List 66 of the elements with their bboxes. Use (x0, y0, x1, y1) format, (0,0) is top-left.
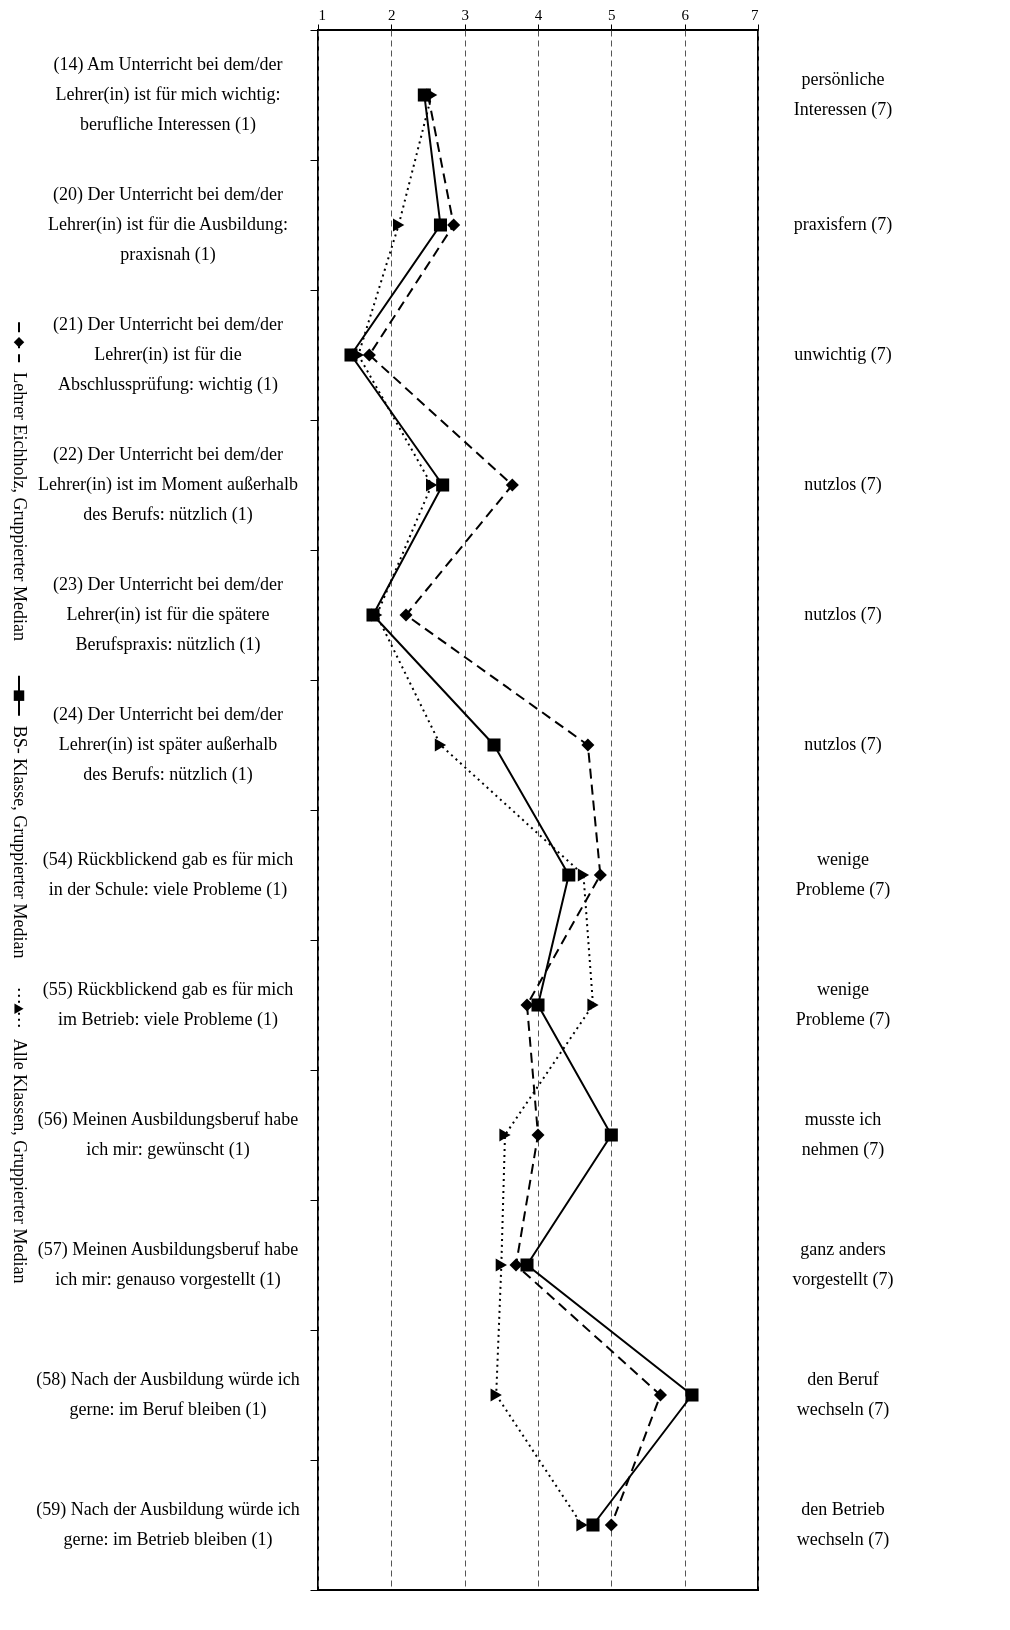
point (362, 348, 376, 362)
y2-tick-label: den Betrieb wechseln (7) (796, 1499, 890, 1550)
y2-tick-label: praxisfern (7) (793, 214, 893, 235)
y2-tick-label: persönliche Interessen (7) (793, 69, 893, 120)
point (487, 738, 501, 752)
y-tick-label: (59) Nach der Ausbildung würde ich gerne: im Betrieb bleiben (1) (36, 1499, 300, 1550)
legend-label: Lehrer Eichholz, Gruppierter Median (10, 372, 30, 642)
point (436, 478, 450, 492)
x-tick-label: 4 (534, 6, 543, 23)
point (505, 478, 519, 492)
legend-label: BS- Klasse, Gruppierter Median (10, 725, 30, 959)
point (581, 738, 595, 752)
y2-tick-label: musste ich nehmen (7) (801, 1109, 885, 1160)
point (520, 1258, 534, 1272)
point (393, 218, 405, 232)
y2-tick-label: wenige Probleme (7) (795, 849, 891, 900)
y-tick-label: (21) Der Unterricht bei dem/der Lehrer(in) ist für die Abschlussprüfung: wichtig (1) (53, 314, 283, 395)
point (434, 738, 447, 752)
point (399, 608, 413, 622)
y-tick-label: (57) Meinen Ausbildungsberuf habe ich mir: genauso vorgestellt (1) (37, 1239, 299, 1290)
point (352, 348, 364, 362)
point (433, 218, 447, 232)
x-tick-label: 2 (388, 6, 396, 23)
y-tick-label: (55) Rückblickend gab es für mich im Betrieb: viele Probleme (1) (42, 979, 294, 1030)
x-tick-label: 3 (461, 6, 469, 23)
y2-tick-label: nutzlos (7) (804, 474, 882, 495)
point (520, 998, 534, 1012)
point (499, 1128, 511, 1142)
y-tick-label: (20) Der Unterricht bei dem/der Lehrer(in) ist für die Ausbildung: praxisnah (1) (48, 184, 288, 265)
legend-label: Alle Klassen, Gruppierter Median (10, 1038, 30, 1284)
point (495, 1258, 507, 1272)
x-tick-label: 6 (681, 6, 690, 23)
point (604, 1518, 618, 1532)
point (653, 1388, 667, 1402)
point (604, 1128, 618, 1142)
y-tick-label: (22) Der Unterricht bei dem/der Lehrer(in) ist im Moment außerhalb des Berufs: nützlich (1) (38, 444, 298, 525)
y-tick-label: (24) Der Unterricht bei dem/der Lehrer(in) ist später außerhalb des Berufs: nützlich (1) (53, 704, 283, 785)
point (562, 868, 576, 882)
point (509, 1258, 523, 1272)
x-tick-label: 1 (318, 6, 326, 23)
y-tick-label: (58) Nach der Ausbildung würde ich gerne: im Beruf bleiben (1) (36, 1369, 300, 1420)
x-tick-label: 7 (751, 6, 759, 23)
y2-tick-label: den Beruf wechseln (7) (796, 1369, 890, 1420)
point (587, 998, 599, 1012)
y2-tick-label: nutzlos (7) (804, 604, 882, 625)
point (531, 998, 545, 1012)
y-tick-label: (23) Der Unterricht bei dem/der Lehrer(in) ist für die spätere Berufspraxis: nützlich (1) (53, 574, 283, 655)
point (685, 1388, 699, 1402)
y-tick-label: (54) Rückblickend gab es für mich in der Schule: viele Probleme (1) (42, 849, 294, 900)
point (586, 1518, 600, 1532)
y2-tick-label: nutzlos (7) (804, 734, 882, 755)
x-tick-label: 5 (608, 6, 616, 23)
point (426, 478, 438, 492)
point (531, 1128, 545, 1142)
y2-tick-label: unwichtig (7) (794, 344, 892, 365)
y2-tick-label: ganz anders vorgestellt (7) (792, 1239, 894, 1290)
point (577, 868, 590, 882)
point (426, 88, 438, 102)
y-tick-label: (56) Meinen Ausbildungsberuf habe ich mir: gewünscht (1) (37, 1109, 299, 1160)
y2-tick-label: wenige Probleme (7) (795, 979, 891, 1030)
point (490, 1388, 502, 1402)
point (371, 608, 383, 622)
point (447, 218, 461, 232)
y-tick-label: (14) Am Unterricht bei dem/der Lehrer(in) ist für mich wichtig: berufliche Interessen (1) (53, 54, 283, 135)
point (576, 1518, 588, 1532)
point (593, 868, 607, 882)
